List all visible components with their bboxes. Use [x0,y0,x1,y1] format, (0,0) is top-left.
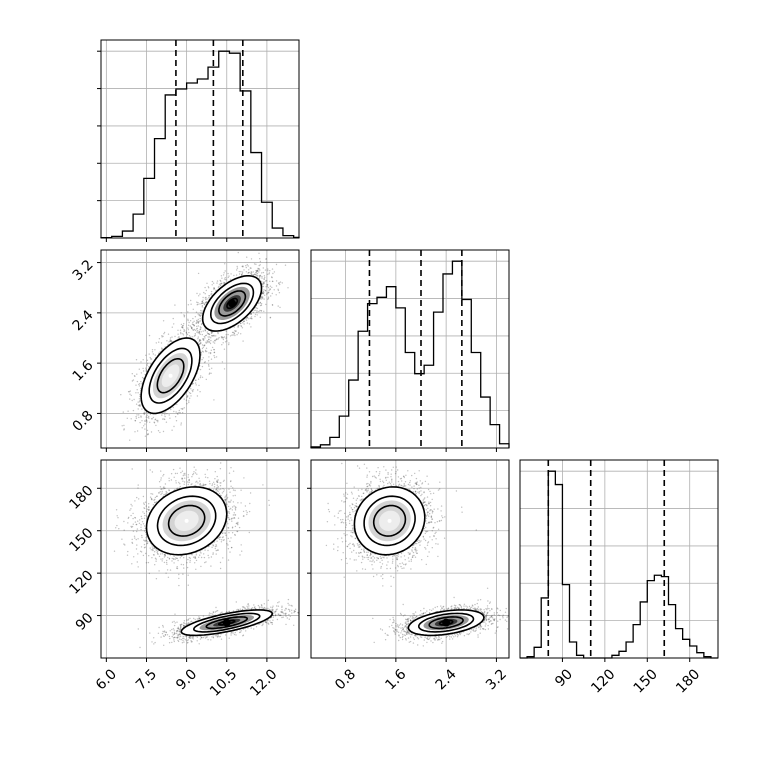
contour-line [156,495,217,547]
contour-line [156,358,185,394]
density-peak [184,518,189,523]
x-tick-label: 6.0 [93,666,120,693]
x-tick-label: 7.5 [133,666,160,693]
gridlines [101,40,299,238]
x-tick-label: 0.8 [332,666,359,693]
contour-line [363,495,416,547]
scatter-panel-0-2: 6.0 7.5 9.0 10.5 12.0 90 120 150 180 [66,459,300,700]
contour-line [407,609,485,637]
y-tick-label: 120 [66,567,96,597]
histogram-panel-1 [310,249,510,452]
x-tick-label: 120 [588,666,618,696]
contour-line [353,486,426,556]
contour-line [145,486,228,556]
contour-line [201,275,263,332]
contour-line [140,337,201,415]
x-tick-label: 90 [552,666,576,690]
x-tick-label: 12.0 [247,666,280,699]
histogram-panel-0 [97,39,300,242]
contour-line [209,282,255,325]
gridlines [311,250,509,448]
y-tick-label: 90 [73,610,97,634]
x-tick-label: 150 [631,666,661,696]
contour-line [218,290,247,317]
panel-frame [100,249,300,449]
x-tick-label: 10.5 [207,666,240,699]
scatter-points [325,462,509,647]
panel-frame [519,459,719,659]
histogram-steps [310,260,510,448]
scatter-panel-0-1: 0.8 1.6 2.4 3.2 [70,249,300,452]
contour-line [205,616,249,630]
histogram-steps [100,50,300,239]
density-peak [228,299,237,308]
contour-line [417,612,475,633]
contour-line [372,504,407,537]
scatter-points [120,251,289,441]
y-tick-label: 180 [66,483,96,513]
histogram-steps [520,470,718,659]
contour-line [167,504,206,537]
x-tick-label: 9.0 [173,666,200,693]
y-tick-label: 0.8 [70,408,97,435]
y-tick-label: 2.4 [70,307,97,334]
panel-frame [310,459,510,659]
panel-frame [310,249,510,449]
y-tick-label: 1.6 [70,357,97,384]
x-tick-label: 1.6 [382,666,409,693]
x-tick-label: 3.2 [483,666,510,693]
scatter-panel-1-2: 0.8 1.6 2.4 3.2 [307,459,510,693]
gridlines [101,250,299,448]
y-tick-label: 150 [66,525,96,555]
contour-line [148,347,193,404]
density-peak [222,618,231,627]
histogram-panel-2: 90 120 150 180 [519,459,719,697]
density-peak [387,518,392,523]
y-tick-label: 3.2 [70,257,97,284]
panel-frame [100,459,300,659]
gridlines [520,460,718,658]
panel-frame [100,39,300,239]
contour-line [180,609,274,637]
x-tick-label: 180 [673,666,703,696]
contour-line [192,612,261,633]
density-peak [442,618,451,627]
density-peak [168,373,173,378]
contour-line [428,616,464,630]
scatter-points [113,462,299,649]
x-tick-label: 2.4 [433,666,460,693]
